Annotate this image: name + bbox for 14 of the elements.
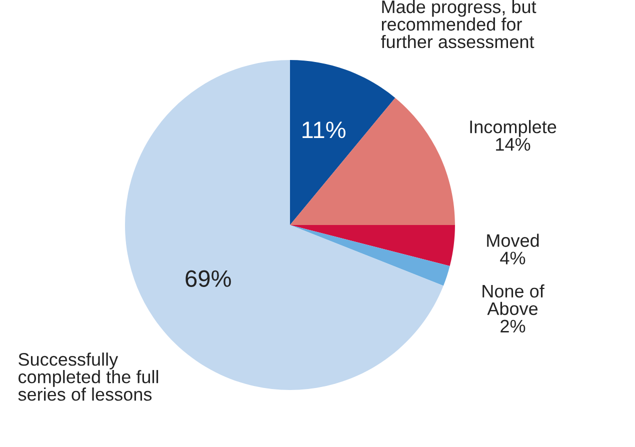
data-label: 2% xyxy=(500,320,526,333)
pie-slice xyxy=(290,98,455,225)
pie-slice xyxy=(290,225,450,286)
slice-label: None of Above xyxy=(482,284,544,316)
data-label: 11% xyxy=(302,122,346,138)
pie-slice xyxy=(290,60,396,225)
slice-label: Incomplete xyxy=(470,120,556,137)
slice-label: Made progress, but recommended for further assessment xyxy=(381,0,536,48)
slice-label: Moved xyxy=(487,234,539,247)
pie-slice xyxy=(290,225,455,266)
slice-label: Successfully completed the full series of lessons xyxy=(18,352,158,401)
data-label: 4% xyxy=(500,252,526,264)
data-label: 69% xyxy=(186,270,231,287)
data-label: 14% xyxy=(496,138,530,151)
